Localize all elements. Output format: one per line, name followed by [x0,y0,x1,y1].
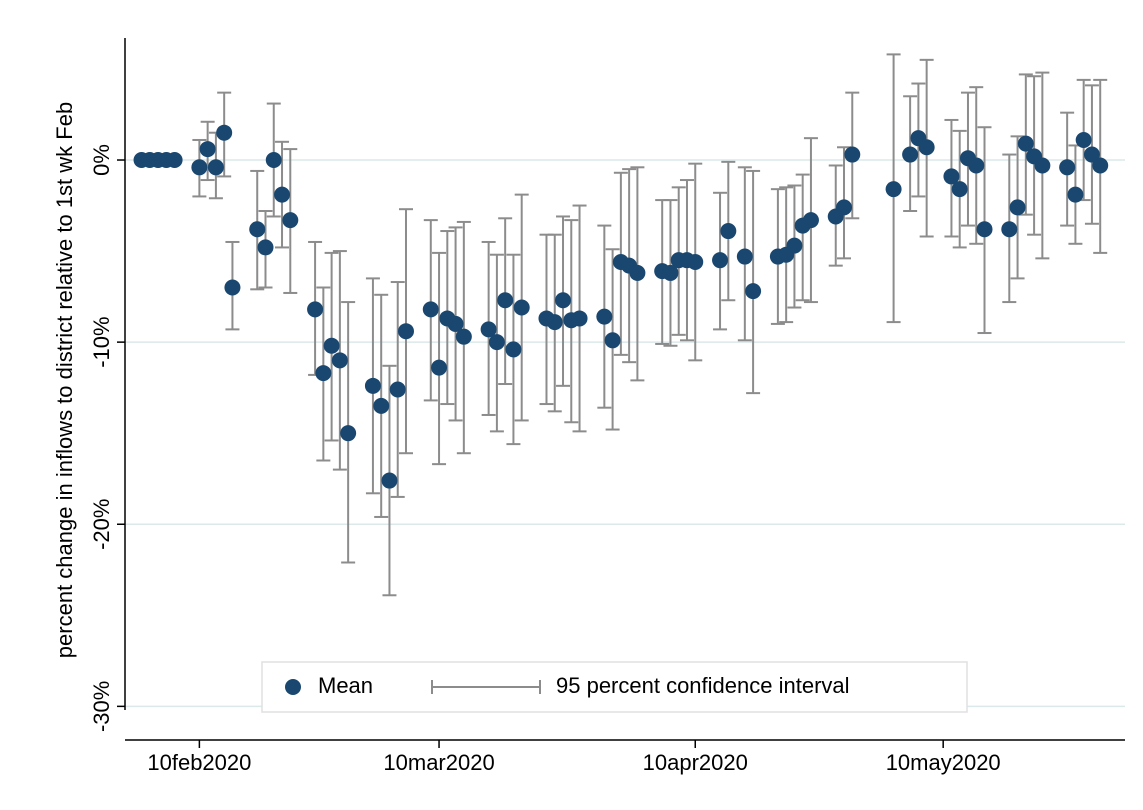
point [488,334,505,351]
point [736,248,753,265]
point [802,212,819,229]
point [712,252,729,269]
point [422,301,439,318]
point [249,221,266,238]
point [1059,159,1076,176]
point [546,314,563,331]
point [885,181,902,198]
y-tick-label: 0% [89,144,114,176]
error-bar [746,169,761,395]
legend-box [261,661,968,713]
point [844,146,861,163]
y-tick-label: -10% [89,316,114,367]
legend-marker [285,679,301,695]
point [943,168,960,185]
point [199,141,216,158]
point [431,359,448,376]
point [1067,186,1084,203]
point [447,315,464,332]
point [918,139,935,156]
point [257,239,274,256]
point [786,237,803,254]
point [166,152,183,169]
x-tick-label: 10feb2020 [147,750,251,775]
error-bar [795,173,810,302]
point [282,212,299,229]
point [381,472,398,489]
point [480,321,497,338]
point [571,310,588,327]
legend-label: Mean [318,673,373,698]
point [1017,135,1034,152]
point [1034,157,1051,174]
point [364,377,381,394]
point [340,425,357,442]
point [968,157,985,174]
point [373,397,390,414]
point [307,301,324,318]
point [902,146,919,163]
point [397,323,414,340]
point [274,186,291,203]
point [1001,221,1018,238]
point [315,365,332,382]
point [323,337,340,354]
point [951,181,968,198]
point [687,254,704,270]
point [745,283,762,300]
point [455,328,472,345]
x-tick-label: 10apr2020 [643,750,748,775]
point [513,299,530,316]
point [497,292,514,309]
point [1083,146,1100,163]
point [1075,131,1092,148]
point [836,199,853,216]
point [555,292,572,309]
point [331,352,348,369]
point [505,341,522,358]
point [1009,199,1026,216]
point [976,221,993,238]
point [1092,157,1109,174]
point [596,308,613,325]
point [662,264,679,281]
point [604,332,621,349]
point [216,124,233,141]
x-tick-label: 10mar2020 [383,750,494,775]
point [207,159,224,176]
y-tick-label: -20% [89,499,114,550]
legend-label: 95 percent confidence interval [556,673,850,698]
error-bar [432,251,447,466]
point [720,223,737,240]
point [191,159,208,176]
y-axis-label: percent change in inflows to district re… [52,102,77,658]
point [629,264,646,281]
point [265,152,282,169]
y-tick-label: -30% [89,681,114,732]
point [224,279,241,296]
x-tick-label: 10may2020 [886,750,1001,775]
point [389,381,406,398]
